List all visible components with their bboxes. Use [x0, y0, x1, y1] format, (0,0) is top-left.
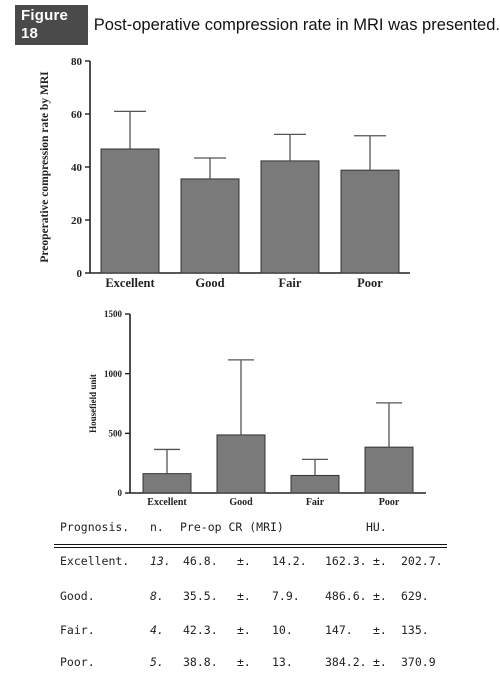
- table-rule-bottom: [54, 547, 447, 548]
- bar-1: [180, 178, 240, 274]
- y-tick-label: 1500: [104, 309, 123, 319]
- bar-0: [100, 148, 160, 274]
- category-label-1: Good: [195, 276, 224, 290]
- bar-3: [364, 446, 414, 494]
- row-hu-sd: 135.: [401, 623, 429, 637]
- row-hu-mean: 162.3.: [325, 554, 367, 568]
- y-axis-label: Housefield unit: [88, 374, 98, 433]
- row-hu-mean: 147.: [325, 623, 353, 637]
- header-n: n.: [150, 520, 164, 534]
- category-label-2: Fair: [306, 497, 325, 505]
- y-tick-label: 80: [71, 56, 83, 68]
- y-tick-label: 1000: [104, 369, 123, 379]
- category-label-1: Good: [229, 497, 253, 505]
- row-cr-mean: 35.5.: [183, 589, 218, 603]
- row-n: 4.: [150, 623, 164, 637]
- row-n: 13.: [150, 554, 171, 568]
- row-prognosis: Excellent.: [60, 554, 130, 568]
- header-prognosis: Prognosis.: [60, 520, 130, 534]
- row-hu-plusminus: ±.: [373, 554, 387, 568]
- row-cr-plusminus: ±.: [237, 623, 251, 637]
- y-tick-label: 40: [71, 162, 83, 174]
- row-cr-sd: 14.2.: [272, 554, 307, 568]
- bar-0: [142, 473, 192, 494]
- row-hu-mean: 384.2.: [325, 655, 367, 669]
- bar-3: [340, 169, 400, 274]
- row-hu-plusminus: ±.: [373, 589, 387, 603]
- row-prognosis: Poor.: [60, 655, 95, 669]
- category-label-2: Fair: [279, 276, 302, 290]
- y-tick-label: 0: [118, 488, 123, 498]
- row-hu-sd: 202.7.: [401, 554, 443, 568]
- row-hu-plusminus: ±.: [373, 655, 387, 669]
- row-cr-plusminus: ±.: [237, 589, 251, 603]
- y-axis-label: Preoperative compression rate by MRI: [39, 71, 51, 263]
- y-tick-label: 0: [77, 268, 83, 280]
- row-prognosis: Fair.: [60, 623, 95, 637]
- figure-caption: Figure 18 Post-operative compression rat…: [15, 5, 500, 45]
- row-cr-plusminus: ±.: [237, 554, 251, 568]
- table-rule-top: [54, 544, 447, 545]
- y-tick-label: 500: [109, 428, 123, 438]
- row-hu-mean: 486.6.: [325, 589, 367, 603]
- bar-2: [260, 160, 320, 274]
- figure-caption-text: Post-operative compression rate in MRI w…: [93, 15, 500, 34]
- row-n: 5.: [150, 655, 164, 669]
- row-cr-plusminus: ±.: [237, 655, 251, 669]
- row-cr-sd: 13.: [272, 655, 293, 669]
- compression-rate-chart: 0 20 40 60 80 Preoperative compression rate b…: [39, 56, 410, 290]
- bar-1: [216, 434, 266, 494]
- header-hu: HU.: [366, 520, 387, 534]
- category-label-0: Excellent: [105, 276, 155, 290]
- row-cr-mean: 38.8.: [183, 655, 218, 669]
- bar-2: [290, 474, 340, 494]
- row-hu-sd: 370.9: [401, 655, 436, 669]
- row-hu-sd: 629.: [401, 589, 429, 603]
- y-tick-label: 60: [71, 109, 83, 121]
- hounsfield-unit-chart: 0 500 1000 1500 Housefield unit Excellent Good…: [88, 309, 426, 505]
- category-label-0: Excellent: [147, 497, 187, 505]
- prognosis-table: Prognosis. n. Pre-op CR (MRI) HU. Excell…: [0, 510, 500, 687]
- category-label-3: Poor: [379, 497, 400, 505]
- row-cr-sd: 10.: [272, 623, 293, 637]
- figure-badge: Figure 18: [15, 5, 88, 45]
- header-preop-cr: Pre-op CR (MRI): [180, 520, 284, 534]
- category-label-3: Poor: [357, 276, 383, 290]
- row-cr-sd: 7.9.: [272, 589, 300, 603]
- row-prognosis: Good.: [60, 589, 95, 603]
- row-cr-mean: 42.3.: [183, 623, 218, 637]
- row-n: 8.: [150, 589, 164, 603]
- row-hu-plusminus: ±.: [373, 623, 387, 637]
- row-cr-mean: 46.8.: [183, 554, 218, 568]
- y-tick-label: 20: [71, 215, 83, 227]
